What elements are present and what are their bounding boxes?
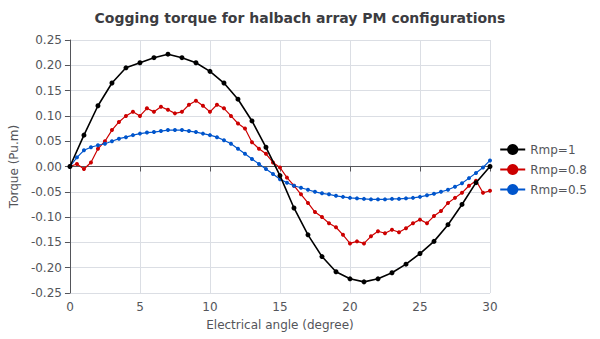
svg-text:0.25: 0.25 — [35, 33, 62, 47]
svg-text:0: 0 — [66, 300, 74, 314]
svg-text:10: 10 — [202, 300, 217, 314]
svg-text:-0.10: -0.10 — [31, 210, 62, 224]
svg-text:Electrical angle (degree): Electrical angle (degree) — [206, 318, 354, 332]
svg-text:0.10: 0.10 — [35, 109, 62, 123]
svg-text:Torque (Pu.m): Torque (Pu.m) — [7, 125, 21, 209]
svg-text:0.15: 0.15 — [35, 84, 62, 98]
svg-text:-0.20: -0.20 — [31, 261, 62, 275]
svg-text:15: 15 — [272, 300, 287, 314]
svg-text:Rmp=0.5: Rmp=0.5 — [530, 183, 587, 197]
svg-text:5: 5 — [136, 300, 144, 314]
svg-text:0.05: 0.05 — [35, 134, 62, 148]
svg-text:-0.15: -0.15 — [31, 235, 62, 249]
svg-text:25: 25 — [412, 300, 427, 314]
svg-text:Cogging torque for halbach arr: Cogging torque for halbach array PM conf… — [95, 10, 506, 26]
svg-text:30: 30 — [482, 300, 497, 314]
svg-text:20: 20 — [342, 300, 357, 314]
svg-text:Rmp=0.8: Rmp=0.8 — [530, 163, 587, 177]
svg-text:0.00: 0.00 — [35, 160, 62, 174]
svg-text:-0.05: -0.05 — [31, 185, 62, 199]
svg-text:Rmp=1: Rmp=1 — [530, 143, 575, 157]
svg-text:0.20: 0.20 — [35, 58, 62, 72]
svg-text:-0.25: -0.25 — [31, 286, 62, 300]
